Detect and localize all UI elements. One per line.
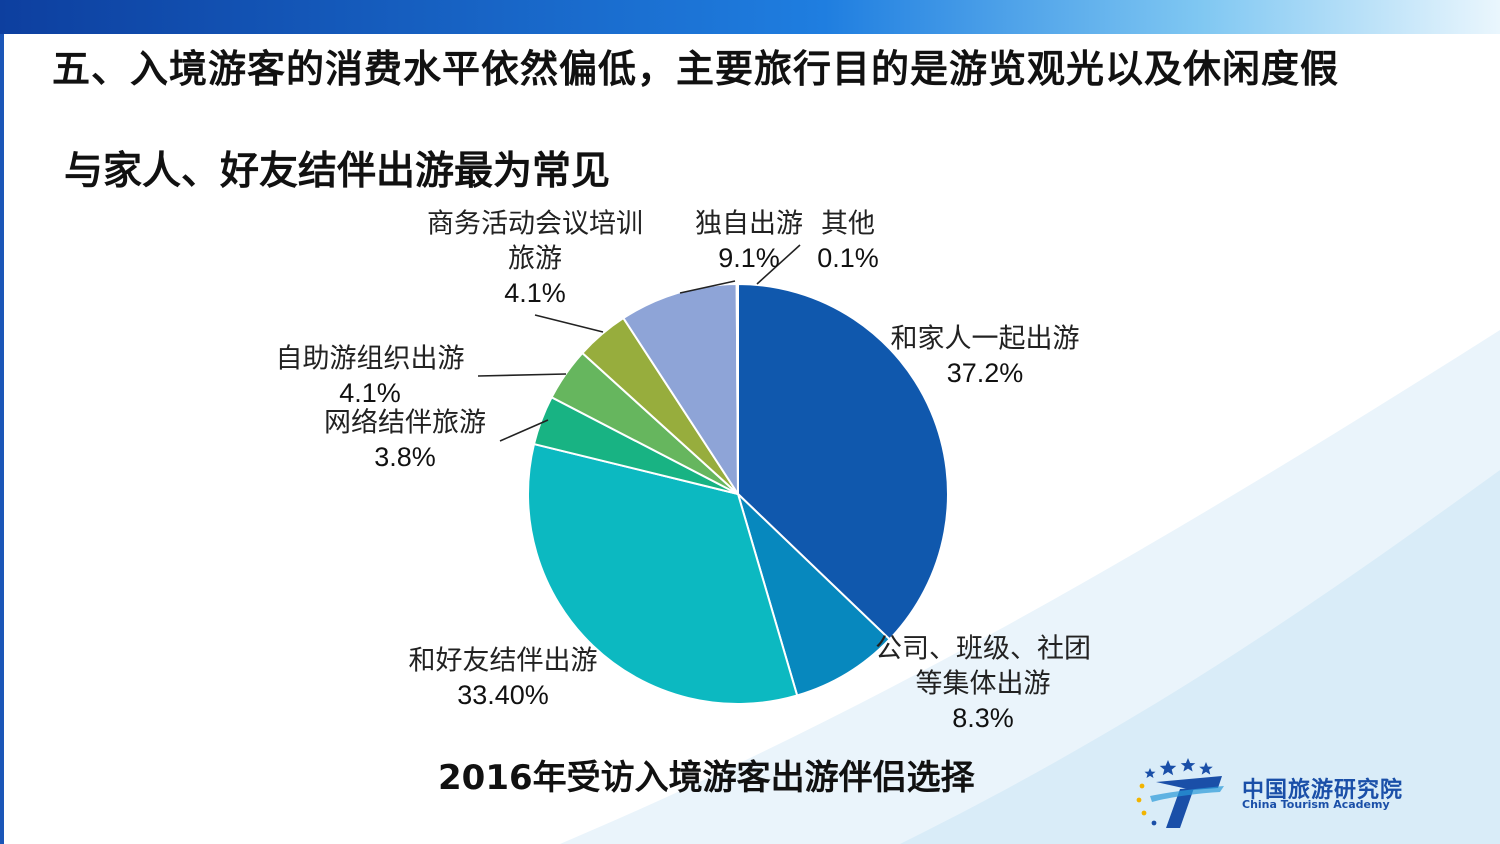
logo-t-swoosh — [1150, 786, 1224, 802]
logo-name-en: China Tourism Academy — [1242, 798, 1390, 811]
leader-line — [679, 280, 736, 294]
header-bar — [0, 0, 1500, 34]
logo-t-stem — [1166, 788, 1194, 828]
pie-slice — [735, 490, 892, 697]
slice-label: 旅游 — [508, 244, 562, 275]
chart-title: 2016年受访入境游客出游伴侣选择 — [438, 758, 975, 798]
slice-value-label: 4.1% — [504, 278, 566, 308]
logo-star — [1136, 797, 1142, 803]
leader-line — [756, 244, 801, 285]
logo-star — [1159, 760, 1177, 776]
logo-mark — [1136, 758, 1224, 828]
pie-slice — [737, 282, 949, 641]
logo-star — [1141, 810, 1147, 816]
slice-label: 等集体出游 — [916, 669, 1051, 700]
pie-slices — [527, 282, 949, 705]
page-title: 五、入境游客的消费水平依然偏低，主要旅行目的是游览观光以及休闲度假 — [52, 47, 1340, 91]
logo-star — [1144, 768, 1156, 778]
slice-value-label: 37.2% — [947, 358, 1024, 388]
slice-label: 公司、班级、社团 — [875, 634, 1091, 665]
logo-star — [1180, 758, 1196, 772]
slice-value-label: 0.1% — [817, 243, 879, 273]
slice-label: 自助游组织出游 — [276, 344, 465, 375]
leader-line — [477, 373, 567, 377]
pie-slice — [527, 442, 799, 705]
logo-star — [1151, 820, 1157, 826]
slice-value-label: 4.1% — [339, 378, 401, 408]
pie-slice — [735, 282, 739, 495]
logo-star — [1199, 762, 1213, 775]
logo-name-cn: 中国旅游研究院 — [1242, 778, 1404, 803]
left-accent-bar — [0, 34, 4, 844]
slice-label: 和好友结伴出游 — [409, 646, 598, 677]
slice-value-label: 8.3% — [952, 703, 1014, 733]
slice-label: 和家人一起出游 — [891, 324, 1080, 355]
slice-value-label: 9.1% — [718, 243, 780, 273]
leader-line — [499, 419, 549, 442]
slice-label: 网络结伴旅游 — [324, 408, 486, 439]
academy-logo: 中国旅游研究院 China Tourism Academy — [1130, 752, 1460, 832]
leader-line — [534, 314, 604, 333]
slice-value-label: 33.40% — [457, 680, 549, 710]
logo-t-bar — [1156, 776, 1222, 790]
logo-star — [1139, 783, 1145, 789]
slice-label: 其他 — [821, 209, 875, 240]
slice-value-label: 3.8% — [374, 442, 436, 472]
slice-label: 商务活动会议培训 — [427, 209, 643, 240]
leader-lines — [477, 244, 801, 442]
pie-slice — [621, 282, 740, 498]
slice-label: 独自出游 — [695, 209, 803, 240]
page-subtitle: 与家人、好友结伴出游最为常见 — [64, 149, 611, 194]
